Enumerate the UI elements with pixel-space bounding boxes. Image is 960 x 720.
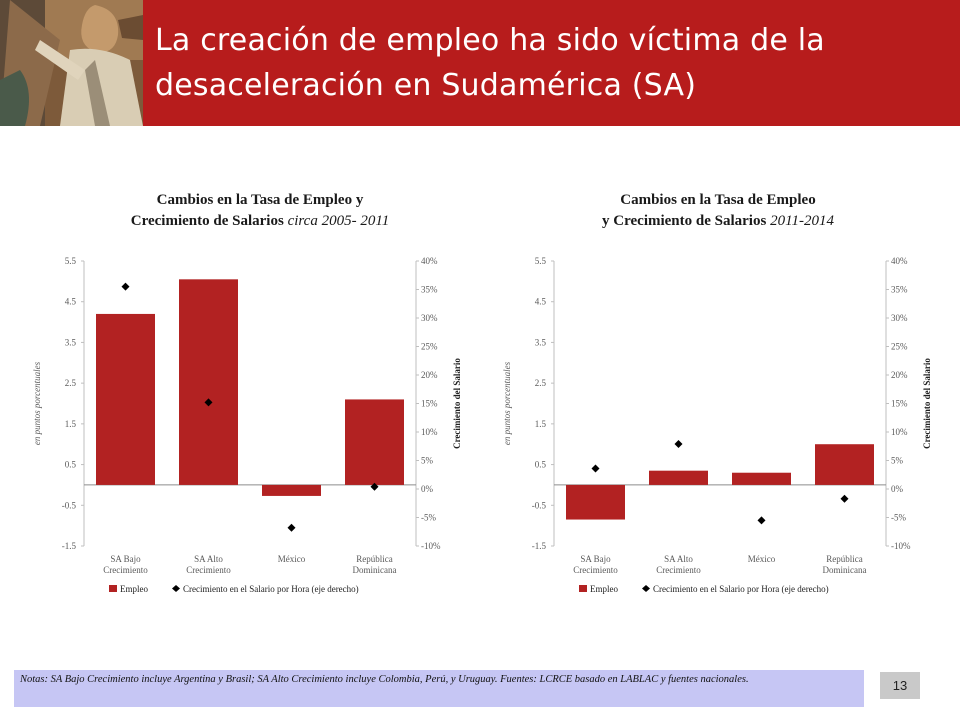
chart-2-right-tick-label: 10% — [891, 427, 908, 437]
chart-2-left-tick-label: 2.5 — [535, 378, 547, 388]
chart-1-left-tick-label: -0.5 — [62, 500, 77, 510]
chart-2-employment-bar — [566, 484, 625, 520]
chart-1-right-tick-label: 0% — [421, 484, 434, 494]
chart-1-legend-marker-swatch — [172, 585, 180, 592]
page-number: 13 — [880, 672, 920, 699]
chart-1-category-label: Crecimiento — [103, 565, 148, 575]
chart-2-left-tick-label: 3.5 — [535, 337, 547, 347]
footnotes: Notas: SA Bajo Crecimiento incluye Argen… — [14, 670, 864, 707]
chart-1-right-tick-label: 35% — [421, 285, 438, 295]
title-banner: La creación de empleo ha sido víctima de… — [0, 0, 960, 126]
chart-2-wage-growth-marker — [591, 464, 600, 473]
chart-1-left-tick-label: 4.5 — [65, 297, 77, 307]
chart-1-title-line1: Cambios en la Tasa de Empleo y — [156, 192, 364, 208]
chart-2-category-label: Crecimiento — [573, 565, 618, 575]
chart-2-legend-bar-swatch — [579, 585, 587, 592]
chart-1-right-tick-label: 5% — [421, 456, 434, 466]
chart-2-right-tick-label: -5% — [891, 513, 906, 523]
chart-1-employment-bar — [262, 484, 321, 496]
chart-1-right-tick-label: -10% — [421, 541, 441, 551]
chart-1-right-tick-label: -5% — [421, 513, 436, 523]
chart-1-left-tick-label: 1.5 — [65, 419, 77, 429]
chart-2-left-axis-title: en puntos porcentuales — [502, 361, 512, 445]
chart-1-right-tick-label: 10% — [421, 427, 438, 437]
chart-2-right-tick-label: 5% — [891, 456, 904, 466]
chart-1-category-label: SA Alto — [194, 554, 223, 564]
chart-2-wage-growth-marker — [757, 516, 766, 525]
chart-1-right-axis-title: Crecimiento del Salario — [452, 358, 462, 449]
chart-2-subtitle-period: 2011-2014 — [770, 213, 834, 229]
chart-2-category-label: SA Bajo — [580, 554, 611, 564]
chart-2-left-tick-label: 1.5 — [535, 419, 547, 429]
chart-2-right-tick-label: 20% — [891, 370, 908, 380]
chart-1-employment-bar — [345, 399, 404, 485]
chart-1-wage-growth-marker — [287, 523, 296, 532]
chart-2-category-label: Dominicana — [823, 565, 867, 575]
chart-1-employment-bar — [96, 313, 155, 485]
chart-2-subtitle: y Crecimiento de Salarios — [602, 213, 767, 229]
chart-1-employment-bar — [179, 279, 238, 485]
chart-2-legend-marker-label: Crecimiento en el Salario por Hora (eje … — [653, 584, 829, 594]
chart-2-right-tick-label: -10% — [891, 541, 911, 551]
chart-2-right-tick-label: 30% — [891, 313, 908, 323]
chart-1-right-tick-label: 25% — [421, 342, 438, 352]
chart-1-title-line2: Crecimiento de Salarios circa 2005- 2011 — [80, 211, 440, 232]
chart-1-wage-growth-marker — [204, 398, 213, 407]
chart-2-employment-wages: 5.5 4.5 3.5 2.5 1.5 0.5 -0.5 -1.5 40% 35% 30% 25% 20… — [502, 256, 932, 594]
chart-2-category-label: SA Alto — [664, 554, 693, 564]
chart-1-left-axis-title: en puntos porcentuales — [32, 361, 42, 445]
chart-2-right-tick-label: 40% — [891, 256, 908, 266]
chart-1-right-tick-label: 40% — [421, 256, 438, 266]
chart-2-right-tick-label: 15% — [891, 399, 908, 409]
chart-2-legend-marker-swatch — [642, 585, 650, 592]
chart-1-legend-bar-label: Empleo — [120, 584, 148, 594]
chart-2-left-tick-label: 5.5 — [535, 256, 547, 266]
chart-2-category-label: Crecimiento — [656, 565, 701, 575]
chart-1-left-tick-label: 0.5 — [65, 460, 77, 470]
chart-1-right-tick-label: 15% — [421, 399, 438, 409]
chart-2-right-axis-title: Crecimiento del Salario — [922, 358, 932, 449]
chart-2-employment-bar — [815, 444, 874, 485]
chart-1-category-label: Crecimiento — [186, 565, 231, 575]
chart-2-wage-growth-marker — [674, 439, 683, 448]
chart-1-category-label: SA Bajo — [110, 554, 141, 564]
chart-1-left-tick-label: 5.5 — [65, 256, 77, 266]
chart-1-right-tick-label: 20% — [421, 370, 438, 380]
chart-1-title: Cambios en la Tasa de Empleo y Crecimien… — [80, 190, 440, 232]
chart-2-left-tick-label: 4.5 — [535, 297, 547, 307]
chart-2-title-line1: Cambios en la Tasa de Empleo — [620, 192, 816, 208]
chart-2-right-tick-label: 25% — [891, 342, 908, 352]
mural-painting-image — [0, 0, 143, 126]
chart-1-category-label: Dominicana — [353, 565, 397, 575]
chart-1-left-tick-label: -1.5 — [62, 541, 77, 551]
chart-2-legend-bar-label: Empleo — [590, 584, 618, 594]
chart-1-left-tick-label: 3.5 — [65, 337, 77, 347]
chart-2-right-tick-label: 0% — [891, 484, 904, 494]
chart-2-employment-bar — [649, 470, 708, 485]
chart-1-left-tick-label: 2.5 — [65, 378, 77, 388]
chart-1-category-label: República — [356, 554, 393, 564]
chart-2-category-label: República — [826, 554, 863, 564]
chart-2-employment-bar — [732, 472, 791, 485]
chart-1-category-label: México — [278, 554, 306, 564]
chart-1-legend-bar-swatch — [109, 585, 117, 592]
page-title: La creación de empleo ha sido víctima de… — [155, 23, 825, 103]
chart-2-wage-growth-marker — [840, 494, 849, 503]
chart-1-wage-growth-marker — [121, 282, 130, 291]
chart-1-legend-marker-label: Crecimiento en el Salario por Hora (eje … — [183, 584, 359, 594]
chart-2-left-tick-label: -0.5 — [532, 500, 547, 510]
chart-2-left-tick-label: -1.5 — [532, 541, 547, 551]
chart-2-left-tick-label: 0.5 — [535, 460, 547, 470]
chart-1-employment-wages: 5.5 4.5 3.5 2.5 1.5 0.5 -0.5 -1.5 40% 35% 30% 25% 20… — [32, 256, 462, 594]
chart-1-subtitle: Crecimiento de Salarios — [130, 213, 284, 229]
chart-2-category-label: México — [748, 554, 776, 564]
chart-1-right-tick-label: 30% — [421, 313, 438, 323]
chart-1-wage-growth-marker — [370, 482, 379, 491]
chart-1-subtitle-period: circa 2005- 2011 — [287, 213, 390, 229]
chart-2-right-tick-label: 35% — [891, 285, 908, 295]
chart-2-title: Cambios en la Tasa de Empleo y Crecimien… — [538, 190, 898, 232]
chart-2-title-line2: y Crecimiento de Salarios 2011-2014 — [538, 211, 898, 232]
